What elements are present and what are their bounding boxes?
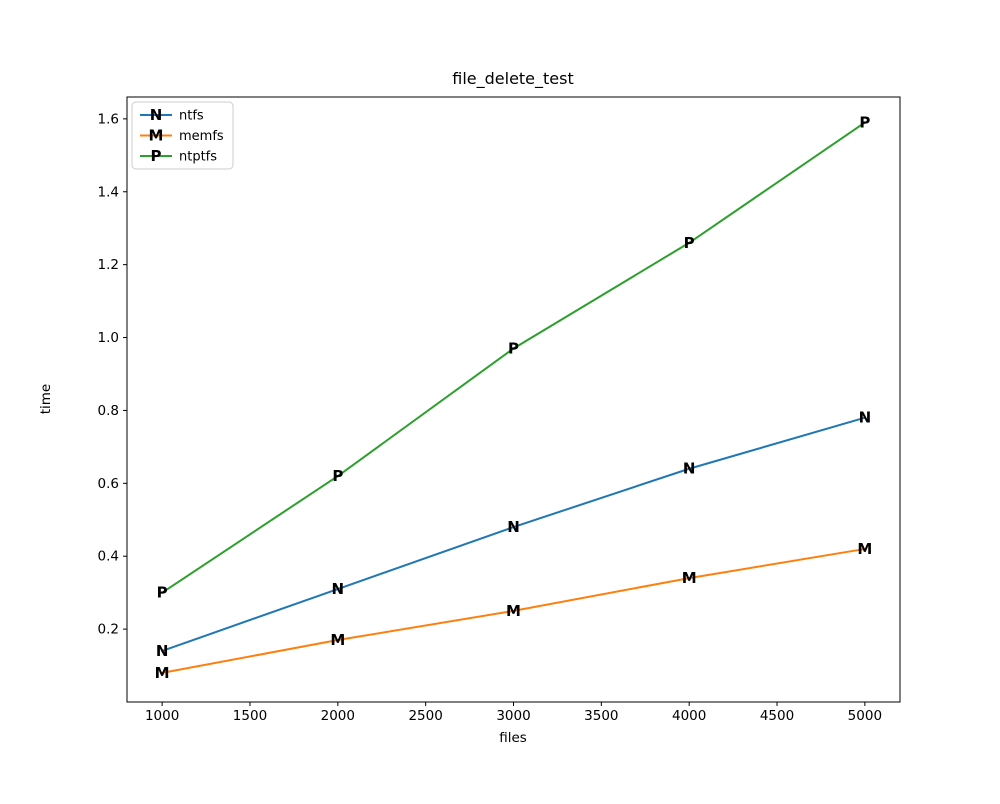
y-tick-label: 0.8 [98, 403, 119, 419]
series-marker-ntptfs: P [684, 234, 695, 252]
x-tick-label: 1500 [233, 708, 267, 724]
series-marker-memfs: M [857, 540, 872, 558]
series-marker-memfs: M [682, 569, 697, 587]
series-marker-ntfs: N [332, 580, 345, 598]
x-tick-label: 4500 [760, 708, 794, 724]
legend-label-ntptfs: ntptfs [179, 150, 217, 165]
series-marker-ntptfs: P [508, 339, 519, 357]
x-tick-label: 2000 [321, 708, 355, 724]
legend-marker-ntfs: N [150, 106, 163, 124]
x-tick-label: 1000 [145, 708, 179, 724]
series-marker-memfs: M [155, 664, 170, 682]
x-axis-label: files [499, 730, 527, 746]
x-tick-label: 3500 [584, 708, 618, 724]
series-marker-ntfs: N [859, 409, 872, 427]
x-tick-label: 4000 [672, 708, 706, 724]
series-line-ntptfs [161, 121, 866, 594]
y-axis-label: time [38, 384, 54, 415]
series-marker-ntptfs: P [157, 584, 168, 602]
series-marker-ntptfs: P [332, 467, 343, 485]
series-marker-ntfs: N [683, 460, 696, 478]
legend-marker-memfs: M [149, 127, 164, 145]
legend-marker-ntptfs: P [151, 147, 162, 165]
series-line-memfs [161, 547, 866, 674]
y-tick-label: 0.4 [98, 549, 119, 565]
y-tick-label: 0.6 [98, 476, 119, 492]
series-marker-memfs: M [330, 631, 345, 649]
y-tick-label: 1.4 [98, 184, 119, 200]
chart-title: file_delete_test [452, 69, 574, 89]
series-marker-ntfs: N [507, 518, 520, 536]
legend-label-memfs: memfs [179, 129, 224, 144]
series-line-ntfs [161, 416, 866, 652]
series-marker-ntfs: N [156, 642, 169, 660]
y-tick-label: 1.6 [98, 111, 119, 127]
series-marker-memfs: M [506, 602, 521, 620]
legend-box [131, 101, 234, 170]
x-tick-label: 3000 [496, 708, 530, 724]
series-marker-ntptfs: P [859, 114, 870, 132]
y-tick-label: 1.0 [98, 330, 119, 346]
plot-area: 1000 1500 2000 2500 3000 3500 4000 4500 5000 0.2 0… [98, 96, 901, 724]
y-tick-label: 1.2 [98, 257, 119, 273]
legend-label-ntfs: ntfs [179, 109, 204, 124]
x-tick-label: 5000 [848, 708, 882, 724]
y-tick-label: 0.2 [98, 622, 119, 638]
x-tick-label: 2500 [408, 708, 442, 724]
